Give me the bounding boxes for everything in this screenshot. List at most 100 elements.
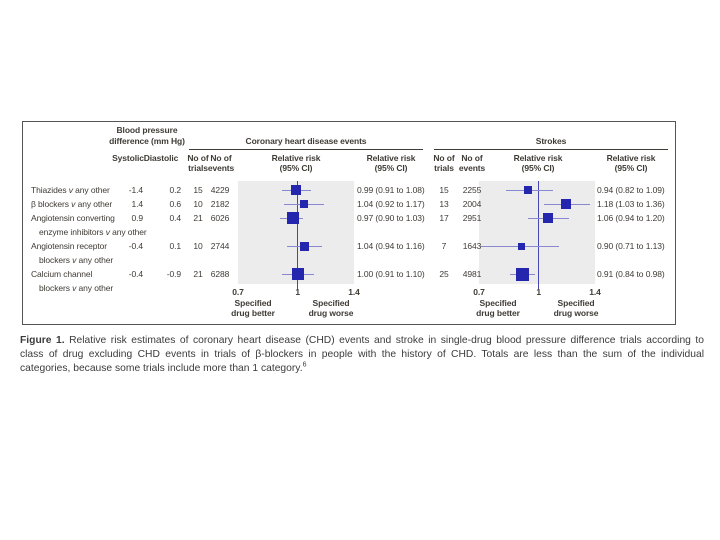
- chd-better-label-line1: Specified: [234, 298, 272, 308]
- strokes-plot-rr-header-line2: (95% CI): [521, 163, 555, 173]
- chd-axis-tick: 1: [295, 287, 300, 297]
- diastolic-value: 0.4: [169, 213, 181, 223]
- strokes-plot-area: [479, 181, 595, 284]
- strokes-rr-text: 0.90 (0.71 to 1.13): [597, 241, 665, 251]
- strokes-events-value: 2004: [462, 199, 482, 209]
- chd-axis-tick: 0.7: [232, 287, 244, 297]
- bp-difference-header-line1: Blood pressure: [116, 125, 178, 135]
- systolic-value: -0.4: [128, 241, 143, 251]
- strokes-trials-header-line2: trials: [434, 163, 454, 173]
- chd-trials-value: 10: [193, 199, 203, 209]
- strokes-rr-marker: [517, 242, 525, 250]
- strokes-trials-value: 25: [439, 269, 449, 279]
- figure-caption: Figure 1. Relative risk estimates of cor…: [20, 334, 704, 377]
- chd-trials-value: 21: [193, 269, 203, 279]
- chd-events-value: 2182: [210, 199, 230, 209]
- caption-line-1: Figure 1. Relative risk estimates of cor…: [20, 334, 704, 348]
- chd-rr-text: 1.04 (0.92 to 1.17): [357, 199, 425, 209]
- strokes-events-value: 2255: [462, 185, 482, 195]
- diastolic-value: -0.9: [166, 269, 181, 279]
- strokes-axis-tick: 0.7: [473, 287, 485, 297]
- strokes-worse-label-line1: Specified: [557, 298, 595, 308]
- chd-plot-area: [238, 181, 354, 284]
- chd-plot-rr-header-line1: Relative risk: [271, 153, 321, 163]
- strokes-rr-marker: [543, 213, 554, 223]
- section-title-strokes: Strokes: [535, 136, 567, 146]
- chd-rr-marker: [291, 185, 301, 195]
- chd-rr-text: 0.99 (0.91 to 1.08): [357, 185, 425, 195]
- caption-text-1: Relative risk estimates of coronary hear…: [64, 335, 704, 346]
- strokes-rr-text: 1.18 (1.03 to 1.36): [597, 199, 665, 209]
- strokes-better-label-line2: drug better: [476, 308, 520, 318]
- systolic-value: -1.4: [128, 185, 143, 195]
- strokes-reference-line: [538, 181, 540, 289]
- caption-figure-label: Figure 1.: [20, 335, 65, 346]
- strokes-axis-tick: 1: [536, 287, 541, 297]
- chd-trials-header-line2: trials: [188, 163, 208, 173]
- strokes-events-header-line2: events: [458, 163, 486, 173]
- caption-line-3: categories, because some trials include …: [20, 362, 704, 376]
- chd-events-value: 6026: [210, 213, 230, 223]
- chd-rr-marker: [286, 212, 299, 224]
- strokes-rr-marker: [516, 267, 530, 281]
- strokes-trials-value: 13: [439, 199, 449, 209]
- diastolic-column-header: Diastolic: [143, 153, 179, 163]
- chd-rr-text: 0.97 (0.90 to 1.03): [357, 213, 425, 223]
- chd-events-value: 2744: [210, 241, 230, 251]
- figure-panel: Blood pressure difference (mm Hg) Systol…: [22, 121, 676, 325]
- strokes-rr-marker: [561, 199, 572, 209]
- strokes-rr-text: 1.06 (0.94 to 1.20): [597, 213, 665, 223]
- diastolic-value: 0.2: [169, 185, 181, 195]
- systolic-value: 0.9: [131, 213, 143, 223]
- strokes-rr-text: 0.91 (0.84 to 0.98): [597, 269, 665, 279]
- chd-plot-rr-header-line2: (95% CI): [279, 163, 313, 173]
- strokes-text-rr-header-line1: Relative risk: [606, 153, 656, 163]
- section-rule-strokes: [434, 149, 668, 150]
- row-label: β blockers v any other: [31, 199, 113, 209]
- strokes-axis-tick: 1.4: [589, 287, 601, 297]
- row-label: Angiotensin receptor: [31, 241, 107, 251]
- chd-rr-marker: [300, 200, 309, 208]
- chd-events-value: 4229: [210, 185, 230, 195]
- chd-worse-label-line1: Specified: [312, 298, 350, 308]
- row-label: blockers v any other: [39, 283, 114, 293]
- strokes-text-rr-header-line2: (95% CI): [614, 163, 648, 173]
- chd-text-rr-header-line1: Relative risk: [366, 153, 416, 163]
- strokes-events-value: 2951: [462, 213, 482, 223]
- strokes-plot-rr-header-line1: Relative risk: [513, 153, 563, 163]
- chd-reference-line: [297, 181, 299, 289]
- strokes-trials-value: 17: [439, 213, 449, 223]
- caption-text-3: categories, because some trials include …: [20, 363, 303, 375]
- diastolic-value: 0.6: [169, 199, 181, 209]
- diastolic-value: 0.1: [169, 241, 181, 251]
- chd-events-header-line1: No of: [210, 153, 232, 163]
- systolic-value: 1.4: [131, 199, 143, 209]
- systolic-value: -0.4: [128, 269, 143, 279]
- strokes-trials-value: 15: [439, 185, 449, 195]
- strokes-worse-label-line2: drug worse: [553, 308, 599, 318]
- strokes-events-value: 4981: [462, 269, 482, 279]
- strokes-trials-header-line1: No of: [433, 153, 455, 163]
- chd-rr-marker: [299, 241, 309, 251]
- chd-events-value: 6288: [210, 269, 230, 279]
- strokes-events-value: 1643: [462, 241, 482, 251]
- strokes-events-header-line1: No of: [461, 153, 483, 163]
- row-label: blockers v any other: [39, 255, 114, 265]
- caption-text-2: class of drug excluding CHD events in tr…: [20, 349, 704, 361]
- strokes-rr-text: 0.94 (0.82 to 1.09): [597, 185, 665, 195]
- chd-rr-marker: [291, 268, 304, 280]
- chd-text-rr-header-line2: (95% CI): [374, 163, 408, 173]
- chd-axis-tick: 1.4: [348, 287, 360, 297]
- systolic-column-header: Systolic: [112, 153, 144, 163]
- strokes-rr-marker: [524, 186, 533, 194]
- chd-trials-header-line1: No of: [187, 153, 209, 163]
- chd-trials-value: 21: [193, 213, 203, 223]
- section-title-chd: Coronary heart disease events: [245, 136, 367, 146]
- chd-rr-text: 1.00 (0.91 to 1.10): [357, 269, 425, 279]
- bp-difference-header-line2: difference (mm Hg): [109, 136, 185, 146]
- chd-events-header-line2: events: [207, 163, 235, 173]
- strokes-better-label-line1: Specified: [479, 298, 517, 308]
- chd-worse-label-line2: drug worse: [308, 308, 354, 318]
- chd-trials-value: 10: [193, 241, 203, 251]
